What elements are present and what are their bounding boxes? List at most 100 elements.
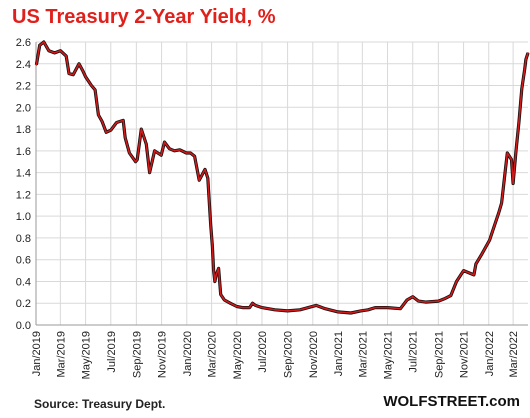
data-point <box>315 304 317 307</box>
data-point <box>411 295 414 298</box>
data-point <box>160 154 162 156</box>
x-tick-label: Jul/2020 <box>257 331 269 373</box>
data-point <box>248 306 251 309</box>
x-tick-label: Sep/2021 <box>433 331 445 378</box>
data-point <box>189 152 192 154</box>
data-point <box>82 70 84 73</box>
x-tick-label: May/2019 <box>81 331 93 379</box>
x-tick-label: Sep/2019 <box>131 331 143 378</box>
data-point <box>84 76 87 78</box>
data-point <box>134 160 137 163</box>
data-point <box>515 150 517 152</box>
data-point <box>110 129 112 131</box>
data-point <box>299 309 301 311</box>
data-point <box>518 121 520 124</box>
chart-title: US Treasury 2-Year Yield, % <box>12 6 276 28</box>
data-point <box>399 307 402 310</box>
y-tick-label: 0.8 <box>16 233 31 245</box>
data-point <box>450 294 452 297</box>
x-tick-label: Mar/2022 <box>508 331 520 377</box>
data-point <box>491 230 494 233</box>
data-point <box>504 169 507 172</box>
y-tick-label: 0.6 <box>16 255 31 267</box>
x-tick-label: Nov/2019 <box>157 331 169 378</box>
data-point <box>443 298 445 300</box>
line-chart: 0.0 0.2 0.4 0.6 0.8 1.0 1.2 1.4 1.6 1.8 2.0 2.2 2.4 2… <box>16 37 530 379</box>
data-point <box>497 212 500 214</box>
x-tick-label: Jul/2021 <box>408 331 420 373</box>
series-line-shadow <box>34 40 530 315</box>
data-point <box>173 150 176 152</box>
data-point <box>229 302 231 305</box>
data-point <box>43 41 45 43</box>
x-tick-label: Nov/2020 <box>308 331 320 378</box>
y-tick-label: 0.0 <box>16 320 31 332</box>
data-point <box>148 171 151 174</box>
x-tick-label: Jan/2019 <box>31 331 43 376</box>
data-point <box>209 224 212 226</box>
gridlines <box>35 41 528 326</box>
data-point <box>473 274 475 276</box>
data-point <box>417 300 420 302</box>
data-point <box>163 141 166 143</box>
x-axis-tick-labels: Jan/2019 Mar/2019 May/2019 Jul/2019 Sep/2019… <box>31 331 520 379</box>
data-point <box>527 52 529 54</box>
data-point <box>185 152 188 154</box>
data-point <box>359 310 362 312</box>
x-tick-label: Jan/2020 <box>182 331 194 376</box>
data-point <box>115 121 118 124</box>
data-point <box>236 305 238 308</box>
data-point <box>128 152 131 154</box>
data-point <box>212 269 215 272</box>
data-point <box>488 239 491 241</box>
data-point <box>223 299 226 301</box>
data-point <box>65 55 67 57</box>
data-point <box>437 300 440 302</box>
source-note: Source: Treasury Dept. <box>34 397 166 411</box>
data-point <box>215 274 217 276</box>
y-tick-label: 1.6 <box>16 146 31 158</box>
data-point <box>136 158 138 161</box>
y-tick-label: 2.6 <box>16 37 31 49</box>
data-point <box>179 149 181 151</box>
data-point <box>337 311 339 313</box>
y-tick-label: 1.0 <box>16 211 31 223</box>
data-point <box>140 128 143 130</box>
data-point <box>168 147 171 150</box>
data-point <box>512 182 514 185</box>
data-point <box>462 269 465 272</box>
data-point <box>68 72 70 75</box>
data-point <box>59 49 62 52</box>
data-point <box>406 299 408 301</box>
data-point <box>521 88 523 90</box>
x-tick-label: Jan/2021 <box>333 331 345 376</box>
data-point <box>101 120 103 123</box>
data-point <box>153 150 156 152</box>
data-point <box>506 152 509 154</box>
y-tick-label: 2.2 <box>16 81 31 93</box>
data-point <box>254 304 257 307</box>
data-point <box>204 168 206 171</box>
x-tick-label: Nov/2021 <box>459 331 471 378</box>
y-tick-label: 2.4 <box>16 59 31 71</box>
data-point <box>523 68 526 70</box>
x-tick-label: Mar/2019 <box>55 331 67 377</box>
data-point <box>211 245 214 248</box>
x-tick-label: May/2021 <box>383 331 395 379</box>
data-point <box>214 280 216 283</box>
series-line <box>35 41 529 314</box>
data-point <box>217 267 220 270</box>
data-point <box>241 306 244 309</box>
data-point <box>198 179 200 181</box>
data-point <box>424 301 427 303</box>
y-tick-label: 1.4 <box>16 168 31 180</box>
data-point <box>510 158 513 161</box>
data-point <box>35 64 38 66</box>
data-point <box>122 119 124 122</box>
data-point <box>274 309 276 311</box>
data-point <box>286 310 289 312</box>
x-tick-label: Jul/2019 <box>106 331 118 373</box>
y-tick-label: 1.2 <box>16 189 31 201</box>
data-point <box>251 302 254 305</box>
data-point <box>207 177 209 179</box>
